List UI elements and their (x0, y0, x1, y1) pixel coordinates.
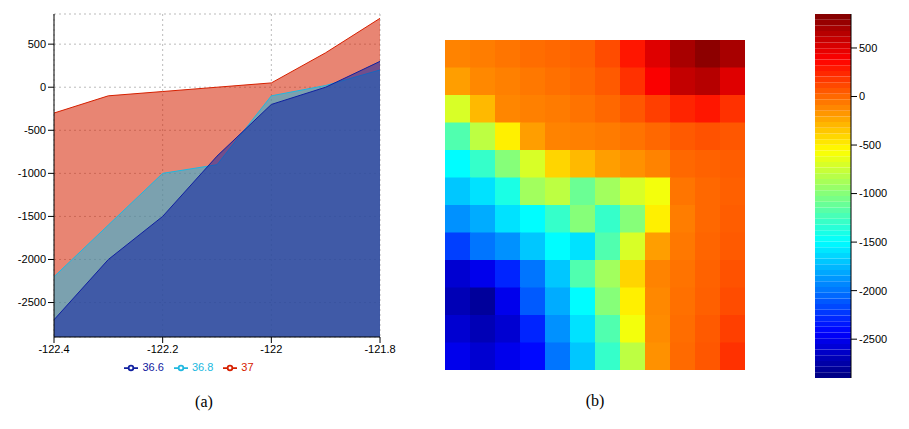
svg-text:-1500: -1500 (859, 236, 887, 248)
svg-text:-2500: -2500 (18, 296, 46, 308)
svg-text:0: 0 (859, 90, 865, 102)
svg-text:-1500: -1500 (18, 210, 46, 222)
html-text:(a): (a) (195, 393, 213, 410)
svg-text:-500: -500 (859, 139, 881, 151)
svg-text:-1000: -1000 (18, 167, 46, 179)
html-text:36.6: 36.6 (142, 361, 164, 373)
svg-text:-2500: -2500 (859, 333, 887, 345)
svg-text:-122.2: -122.2 (147, 343, 178, 355)
html-text:(b): (b) (585, 392, 605, 409)
svg-text:-122.4: -122.4 (38, 343, 69, 355)
svg-text:-1000: -1000 (859, 187, 887, 199)
html-text:37: 37 (241, 361, 254, 373)
svg-text:-2000: -2000 (18, 253, 46, 265)
svg-text:500: 500 (28, 38, 46, 50)
svg-text:-2000: -2000 (859, 285, 887, 297)
html-text:36.8: 36.8 (191, 361, 214, 373)
svg-text:-121.8: -121.8 (364, 343, 395, 355)
svg-text:-500: -500 (24, 124, 46, 136)
svg-text:-122: -122 (260, 343, 282, 355)
svg-text:500: 500 (859, 42, 877, 54)
svg-text:0: 0 (40, 81, 46, 93)
